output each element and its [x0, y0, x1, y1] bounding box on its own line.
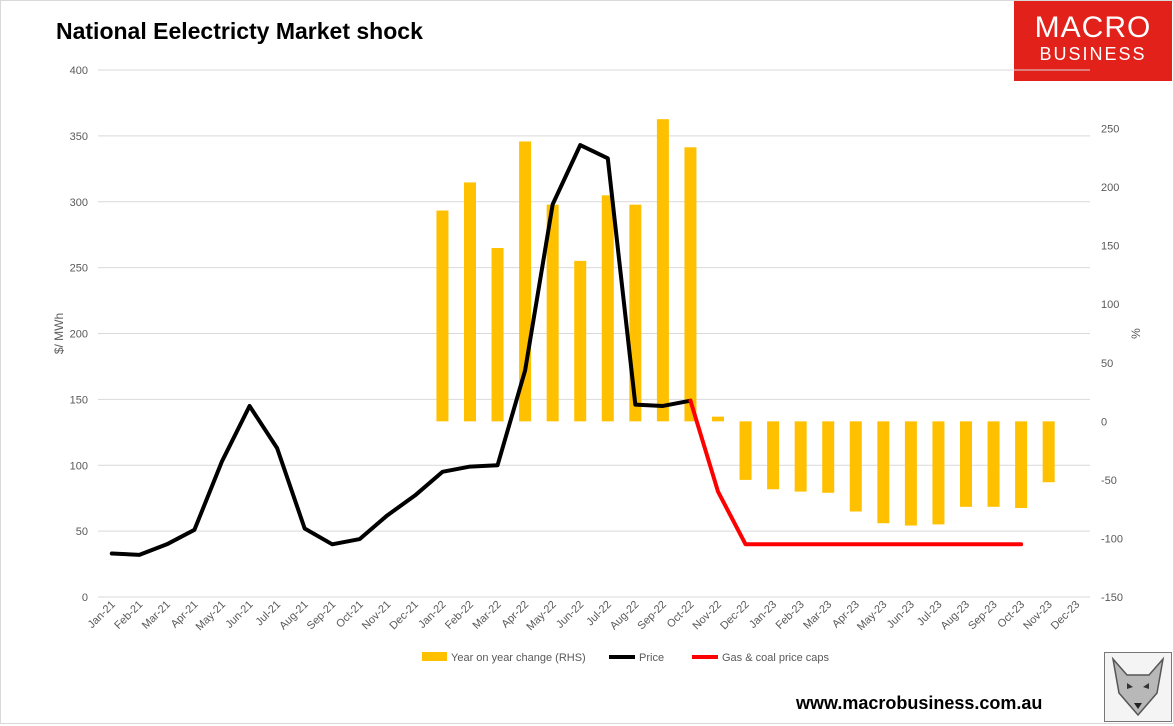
site-url: www.macrobusiness.com.au	[796, 693, 1043, 713]
price-caps-line	[688, 398, 1024, 547]
x-tick-label: Sep-23	[966, 599, 1000, 633]
legend-label-caps: Gas & coal price caps	[722, 652, 829, 664]
y-tick-label: 300	[70, 197, 88, 209]
x-tick-label: Jun-23	[885, 599, 917, 631]
bar	[739, 421, 752, 480]
x-tick-label: Feb-21	[112, 599, 145, 632]
y-tick-label: 250	[70, 263, 88, 275]
legend: Year on year change (RHS) Price Gas & coal…	[422, 652, 829, 664]
x-tick-label: Sep-21	[305, 599, 339, 633]
bar-series	[436, 119, 1055, 526]
fox-mascot-icon	[1104, 652, 1172, 722]
bar	[684, 147, 697, 422]
brand-logo: MACRO BUSINESS	[1014, 1, 1172, 81]
bar	[546, 204, 559, 422]
bar	[601, 195, 614, 422]
legend-swatch-bars	[422, 652, 447, 661]
bar	[987, 421, 1000, 507]
x-tick-label: Nov-23	[1021, 599, 1055, 633]
x-tick-label: Mar-22	[471, 599, 504, 632]
x-tick-label: May-22	[524, 599, 558, 633]
x-tick-label: May-23	[855, 599, 889, 633]
x-tick-label: Feb-23	[774, 599, 807, 632]
x-tick-label: Mar-21	[140, 599, 173, 632]
y2-tick-label: 0	[1101, 416, 1107, 428]
x-tick-label: Jun-21	[223, 599, 255, 631]
bar	[491, 248, 504, 422]
y2-tick-label: 50	[1101, 358, 1113, 370]
y-tick-label: 50	[76, 526, 88, 538]
x-tick-label: Jan-22	[416, 599, 448, 631]
bar	[1015, 421, 1028, 508]
bar	[656, 119, 669, 422]
y-tick-label: 0	[82, 592, 88, 604]
y2-tick-label: -100	[1101, 533, 1123, 545]
x-tick-label: Jan-21	[86, 599, 118, 631]
y-tick-label: 200	[70, 329, 88, 341]
gridlines	[98, 69, 1090, 598]
y-tick-label: 150	[70, 394, 88, 406]
bar	[904, 421, 917, 526]
bar	[574, 260, 587, 422]
x-tick-label: May-21	[194, 599, 228, 633]
bar	[712, 416, 724, 422]
x-tick-label: Dec-21	[387, 599, 421, 633]
x-tick-label: Sep-22	[635, 599, 669, 633]
bar	[877, 421, 890, 524]
x-tick-label: Jan-23	[747, 599, 779, 631]
bar	[1042, 421, 1055, 483]
bar	[960, 421, 972, 507]
y2-tick-label: -50	[1101, 475, 1117, 487]
y2-axis-title: %	[1129, 328, 1143, 339]
x-tick-label: Nov-22	[691, 599, 725, 633]
bar	[464, 182, 476, 422]
bar	[822, 421, 835, 493]
x-tick-label: Aug-21	[277, 599, 311, 633]
axes: 0 50 100 150 200 250 300 350 400 -150 -100 -50 0 50 10…	[52, 65, 1143, 633]
logo-line-business: BUSINESS	[1039, 44, 1147, 64]
x-tick-label: Dec-23	[1049, 599, 1083, 633]
x-tick-label: Feb-22	[443, 599, 476, 632]
legend-label-bars: Year on year change (RHS)	[451, 652, 586, 664]
x-tick-label: Mar-23	[801, 599, 834, 632]
legend-label-price: Price	[639, 652, 664, 664]
y-tick-label: 350	[70, 131, 88, 143]
bar	[767, 421, 780, 490]
x-tick-label: Jun-22	[554, 599, 586, 631]
y-axis-title: $/ MWh	[52, 313, 66, 354]
y2-tick-label: -150	[1101, 592, 1123, 604]
price-line	[109, 143, 693, 557]
y2-tick-label: 150	[1101, 241, 1119, 253]
logo-line-macro: MACRO	[1034, 11, 1152, 44]
bar	[436, 210, 449, 422]
x-tick-label: Aug-22	[608, 599, 642, 633]
x-tick-label: Dec-22	[718, 599, 752, 633]
bar	[932, 421, 945, 525]
y2-tick-label: 200	[1101, 182, 1119, 194]
bar	[794, 421, 807, 492]
x-tick-label: Nov-21	[360, 599, 394, 633]
y2-tick-label: 100	[1101, 299, 1119, 311]
y-tick-label: 100	[70, 460, 88, 472]
bar	[849, 421, 862, 512]
y-tick-label: 400	[70, 65, 88, 77]
page-title: National Eelectricty Market shock	[56, 18, 423, 44]
y2-tick-label: 250	[1101, 124, 1119, 136]
line-series	[109, 143, 1024, 557]
x-tick-label: Aug-23	[939, 599, 973, 633]
